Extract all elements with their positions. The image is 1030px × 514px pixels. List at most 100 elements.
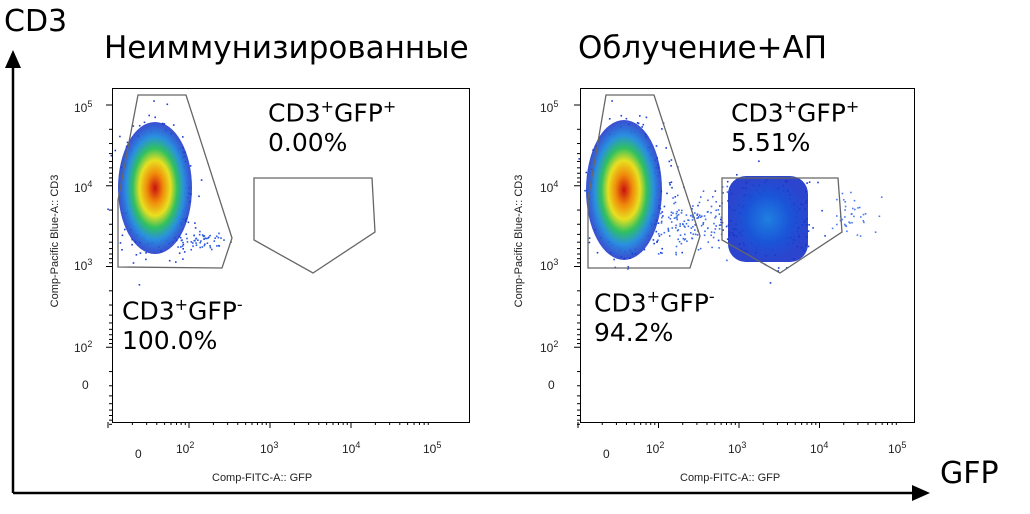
panel-1-gate-label-cd3pos-gfpneg: CD3+GFP- 100.0% <box>122 295 243 356</box>
event-dot <box>710 234 712 237</box>
event-dot <box>862 213 865 216</box>
event-dot <box>714 228 717 230</box>
event-dot <box>725 225 728 228</box>
event-dot <box>204 237 207 240</box>
event-dot <box>198 195 200 198</box>
event-dot <box>697 204 699 207</box>
event-dot <box>701 215 703 217</box>
event-dot <box>182 241 184 244</box>
event-dot <box>817 181 819 184</box>
event-dot <box>736 174 738 176</box>
event-dot <box>721 186 724 188</box>
event-dot <box>172 124 175 126</box>
event-dot <box>163 123 166 125</box>
event-dot <box>195 244 198 246</box>
event-dot <box>655 230 658 233</box>
event-dot <box>722 229 724 231</box>
event-dot <box>673 217 676 219</box>
event-dot <box>611 100 613 102</box>
panel-2-gate-cd3pos-gfpneg <box>587 94 701 269</box>
event-dot <box>777 267 780 269</box>
event-dot <box>691 208 693 210</box>
event-dot <box>671 186 673 189</box>
event-dot <box>124 228 126 231</box>
event-dot <box>185 233 188 235</box>
event-dot <box>707 241 710 243</box>
event-dot <box>662 215 664 217</box>
event-dot <box>138 124 141 127</box>
event-dot <box>145 252 147 254</box>
event-dot <box>217 236 220 239</box>
event-dot <box>596 251 599 254</box>
event-dot <box>178 252 181 254</box>
event-dot <box>668 182 671 184</box>
event-dot <box>704 230 706 233</box>
panel-2-y-tick-0: 0 <box>548 378 555 392</box>
event-dot <box>712 236 715 239</box>
event-dot <box>641 126 643 128</box>
panel-1-population-cd3pos-gfpneg <box>118 122 192 254</box>
event-dot <box>702 223 704 226</box>
panel-2-title: Облучение+АП <box>578 30 828 66</box>
panel-1-x-tick-0: 0 <box>135 447 142 461</box>
event-dot <box>179 236 182 239</box>
event-dot <box>672 197 674 199</box>
event-dot <box>585 171 588 174</box>
event-dot <box>691 237 694 240</box>
event-dot <box>126 141 129 144</box>
event-dot <box>675 227 677 229</box>
panel-1-y-tick-1e4: 104 <box>74 179 93 195</box>
panel-2-gate-label-cd3pos-gfppos: CD3+GFP+ 5.51% <box>731 97 860 158</box>
event-dot <box>153 100 155 102</box>
event-dot <box>670 159 673 161</box>
event-dot <box>223 239 225 241</box>
event-dot <box>670 211 673 214</box>
event-dot <box>675 224 677 227</box>
event-dot <box>667 216 670 219</box>
event-dot <box>714 190 717 192</box>
event-dot <box>660 251 662 254</box>
event-dot <box>655 145 658 147</box>
event-dot <box>846 230 848 233</box>
panel-1-x-tick-1e3: 103 <box>260 440 279 456</box>
event-dot <box>627 268 629 270</box>
event-dot <box>692 205 694 207</box>
event-dot <box>201 234 204 236</box>
panel-1-gate-label-cd3pos-gfppos: CD3+GFP+ 0.00% <box>268 97 397 158</box>
x-axis-arrowhead <box>912 485 930 501</box>
event-dot <box>692 233 695 235</box>
event-dot <box>181 245 184 247</box>
event-dot <box>698 214 701 216</box>
panel-2-gate-percent-cd3pos-gfppos: 5.51% <box>731 128 811 158</box>
event-dot <box>702 190 705 192</box>
event-dot <box>145 258 147 261</box>
event-dot <box>692 225 694 228</box>
event-dot <box>683 220 686 223</box>
panel-2-y-tick-1e5: 105 <box>540 99 559 115</box>
event-dot <box>675 216 677 219</box>
event-dot <box>639 115 641 117</box>
panel-1-title: Неиммунизированные <box>104 30 469 66</box>
event-dot <box>671 227 674 229</box>
event-dot <box>680 212 683 214</box>
panel-1-y-tick-1e5: 105 <box>74 99 93 115</box>
event-dot <box>676 218 678 221</box>
event-dot <box>726 185 729 188</box>
event-dot <box>132 262 135 264</box>
panel-2-y-tick-1e3: 103 <box>540 257 559 273</box>
event-dot <box>713 231 716 234</box>
y-axis-title: CD3 <box>4 4 68 39</box>
panel-2-y-tick-1e4: 104 <box>540 179 559 195</box>
event-dot <box>690 227 693 229</box>
event-dot <box>821 209 823 212</box>
event-dot <box>675 245 678 248</box>
event-dot <box>666 192 668 195</box>
panel-1-gate-percent-cd3pos-gfppos: 0.00% <box>268 128 348 158</box>
event-dot <box>166 103 169 106</box>
event-dot <box>683 239 686 241</box>
event-dot <box>190 241 193 243</box>
event-dot <box>864 213 867 215</box>
event-dot <box>199 246 201 249</box>
event-dot <box>143 121 146 124</box>
